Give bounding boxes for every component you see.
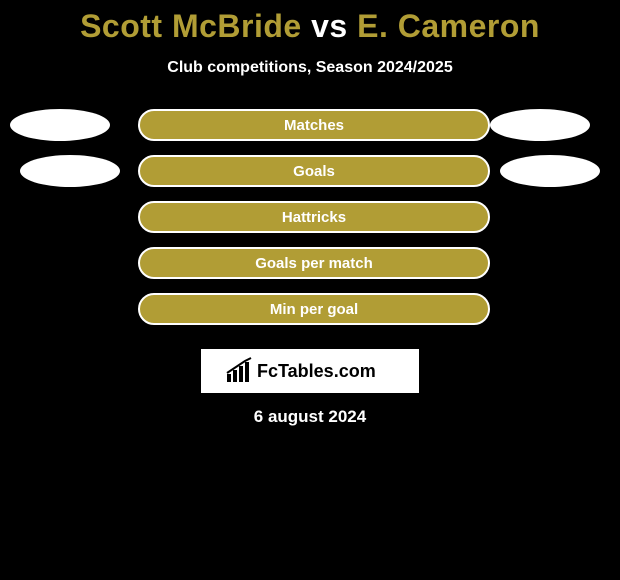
comparison-row: Goals per match	[0, 247, 620, 279]
player2-name: E. Cameron	[357, 8, 540, 44]
comparison-row: Min per goal	[0, 293, 620, 325]
stat-bar: Goals	[138, 155, 490, 187]
value-pill-left	[20, 155, 120, 187]
comparison-row: Hattricks	[0, 201, 620, 233]
player1-name: Scott McBride	[80, 8, 302, 44]
page-title: Scott McBride vs E. Cameron	[0, 8, 620, 45]
fctables-logo: FcTables.com	[225, 356, 395, 386]
comparison-rows: Matches Goals Hattricks Goals per match Min …	[0, 109, 620, 325]
svg-text:FcTables.com: FcTables.com	[257, 361, 376, 381]
brand-box: FcTables.com	[201, 349, 419, 393]
comparison-row: Goals	[0, 155, 620, 187]
value-pill-left	[10, 109, 110, 141]
vs-text: vs	[311, 8, 348, 44]
stat-bar: Min per goal	[138, 293, 490, 325]
stat-label: Matches	[284, 117, 344, 134]
comparison-row: Matches	[0, 109, 620, 141]
stat-label: Goals per match	[255, 255, 373, 272]
stat-bar: Hattricks	[138, 201, 490, 233]
stat-bar: Goals per match	[138, 247, 490, 279]
subtitle: Club competitions, Season 2024/2025	[0, 59, 620, 77]
value-pill-right	[490, 109, 590, 141]
date-text: 6 august 2024	[0, 407, 620, 427]
stat-label: Min per goal	[270, 301, 358, 318]
stat-label: Goals	[293, 163, 335, 180]
value-pill-right	[500, 155, 600, 187]
infographic-container: Scott McBride vs E. Cameron Club competi…	[0, 0, 620, 427]
stat-bar: Matches	[138, 109, 490, 141]
stat-label: Hattricks	[282, 209, 346, 226]
